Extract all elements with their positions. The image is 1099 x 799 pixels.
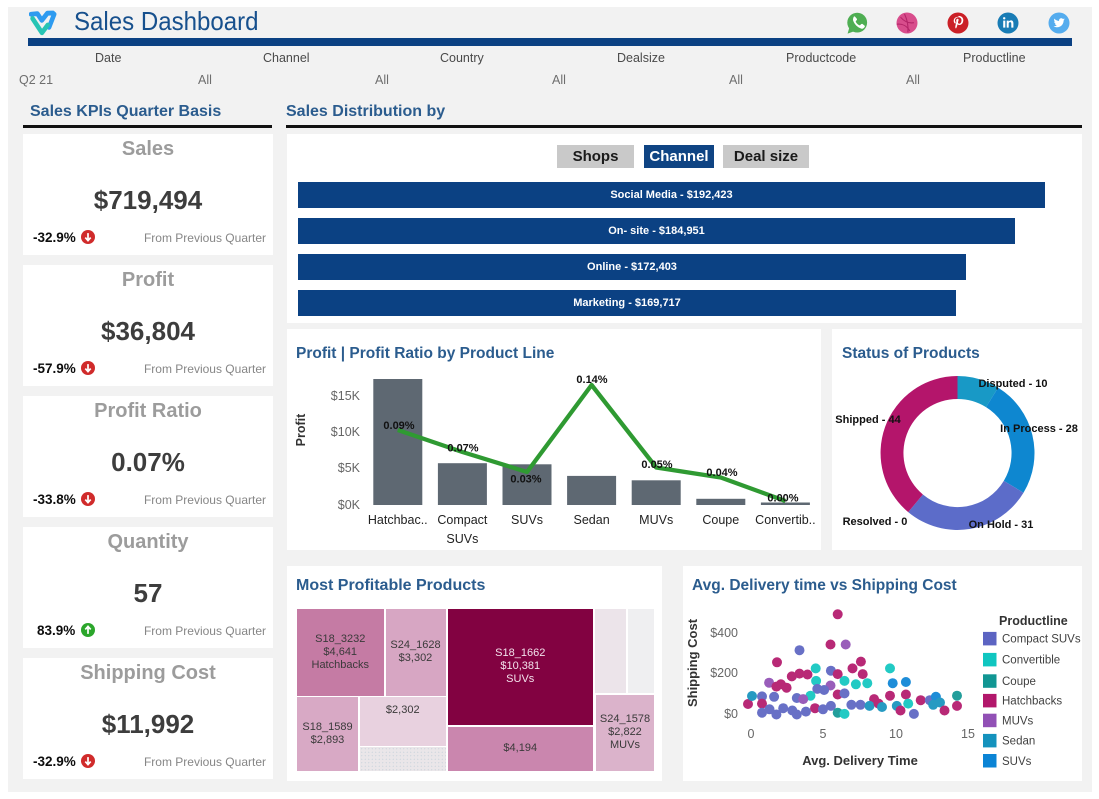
- svg-text:Productline: Productline: [999, 614, 1068, 628]
- svg-text:SUVs: SUVs: [1002, 756, 1032, 768]
- svg-text:On Hold - 31: On Hold - 31: [969, 519, 1034, 531]
- svg-text:$200: $200: [710, 666, 738, 680]
- svg-text:$10K: $10K: [331, 425, 361, 439]
- svg-text:Disputed - 10: Disputed - 10: [978, 378, 1047, 390]
- svg-text:15: 15: [961, 727, 975, 741]
- svg-text:$0K: $0K: [338, 498, 361, 512]
- svg-text:Resolved - 0: Resolved - 0: [843, 516, 908, 528]
- svg-text:$5K: $5K: [338, 461, 361, 475]
- svg-text:Hatchbac..: Hatchbac..: [368, 513, 428, 527]
- svg-text:$15K: $15K: [331, 389, 361, 403]
- svg-text:0.05%: 0.05%: [641, 459, 672, 471]
- svg-text:0.04%: 0.04%: [706, 467, 737, 479]
- svg-text:Compact SUVs: Compact SUVs: [1002, 634, 1081, 646]
- svg-text:Shipping Cost: Shipping Cost: [685, 618, 700, 707]
- svg-text:Coupe: Coupe: [702, 513, 739, 527]
- svg-text:0.00%: 0.00%: [767, 493, 798, 505]
- svg-text:Profit: Profit: [294, 413, 308, 446]
- svg-text:0.09%: 0.09%: [383, 420, 414, 432]
- svg-text:Sedan: Sedan: [574, 513, 610, 527]
- svg-text:Hatchbacks: Hatchbacks: [1002, 696, 1062, 708]
- svg-text:0: 0: [748, 727, 755, 741]
- svg-text:0.14%: 0.14%: [576, 374, 607, 386]
- svg-text:0.03%: 0.03%: [510, 474, 541, 486]
- svg-text:SUVs: SUVs: [446, 532, 478, 546]
- svg-text:Convertib..: Convertib..: [755, 513, 815, 527]
- svg-text:Shipped - 44: Shipped - 44: [835, 414, 901, 426]
- svg-text:0.07%: 0.07%: [447, 443, 478, 455]
- svg-text:10: 10: [889, 727, 903, 741]
- svg-text:Sedan: Sedan: [1002, 736, 1035, 748]
- svg-text:Avg. Delivery Time: Avg. Delivery Time: [802, 753, 918, 768]
- svg-text:$0: $0: [724, 707, 738, 721]
- svg-text:$400: $400: [710, 626, 738, 640]
- svg-text:Convertible: Convertible: [1002, 655, 1060, 667]
- svg-text:SUVs: SUVs: [511, 513, 543, 527]
- svg-text:In Process - 28: In Process - 28: [1000, 423, 1078, 435]
- svg-text:MUVs: MUVs: [1002, 716, 1034, 728]
- svg-text:5: 5: [820, 727, 827, 741]
- svg-text:Compact: Compact: [437, 513, 488, 527]
- svg-text:Coupe: Coupe: [1002, 676, 1036, 688]
- svg-text:MUVs: MUVs: [639, 513, 673, 527]
